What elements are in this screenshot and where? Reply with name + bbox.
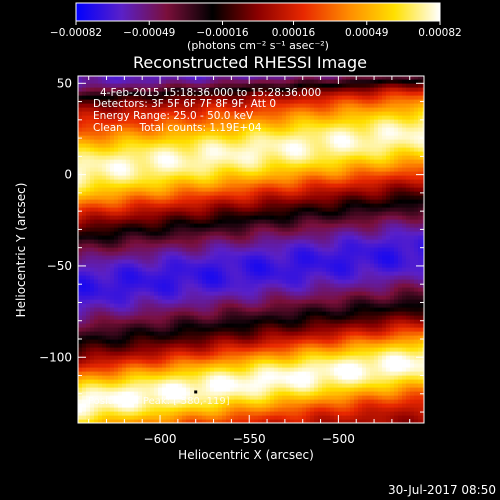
- y-tick-label: −50: [47, 259, 72, 273]
- heatmap-image: [78, 76, 424, 423]
- annotation-time-range: 4-Feb-2015 15:18:36.000 to 15:28:36.000: [100, 87, 321, 99]
- footer-date: 30-Jul-2017 08:50: [388, 483, 496, 497]
- y-tick-label: −100: [39, 350, 72, 364]
- y-tick-label: 0: [64, 168, 72, 182]
- y-axis-label: Heliocentric Y (arcsec): [14, 183, 28, 318]
- annotation-detectors: Detectors: 3F 5F 6F 7F 8F 9F, Att 0: [93, 98, 276, 110]
- colorbar-tick-label: −0.00016: [196, 27, 249, 39]
- x-axis-label: Heliocentric X (arcsec): [178, 448, 314, 462]
- colorbar-ticks: −0.00082 −0.00049 −0.00016 0.00016 0.00049 0.…: [50, 21, 462, 39]
- y-axis: 50 0 −50 −100: [39, 76, 424, 413]
- y-tick-label: 50: [57, 76, 72, 90]
- colorbar-tick-label: 0.00049: [345, 27, 388, 39]
- colorbar-tick-label: 0.00082: [418, 27, 461, 39]
- colorbar-units: (photons cm⁻² s⁻¹ asec⁻²): [187, 39, 329, 52]
- annotation-clean: Clean Total counts: 1.19E+04: [93, 122, 262, 134]
- colorbar: [75, 2, 441, 22]
- colorbar-tick-label: −0.00049: [123, 27, 175, 39]
- x-tick-label: −600: [144, 432, 177, 446]
- plot-frame: [77, 75, 425, 424]
- colorbar-tick-label: −0.00082: [50, 27, 102, 39]
- colorbar-tick-label: 0.00016: [272, 27, 316, 39]
- annotation-energy: Energy Range: 25.0 - 50.0 keV: [93, 110, 254, 122]
- x-tick-label: −500: [322, 432, 355, 446]
- x-tick-label: −550: [233, 432, 266, 446]
- chart-title: Reconstructed RHESSI Image: [133, 53, 367, 72]
- peak-marker: [194, 390, 198, 394]
- x-axis: −600 −550 −500: [88, 76, 411, 446]
- annotation-peak-position: Position of Peak: [-580,-119]: [88, 396, 230, 407]
